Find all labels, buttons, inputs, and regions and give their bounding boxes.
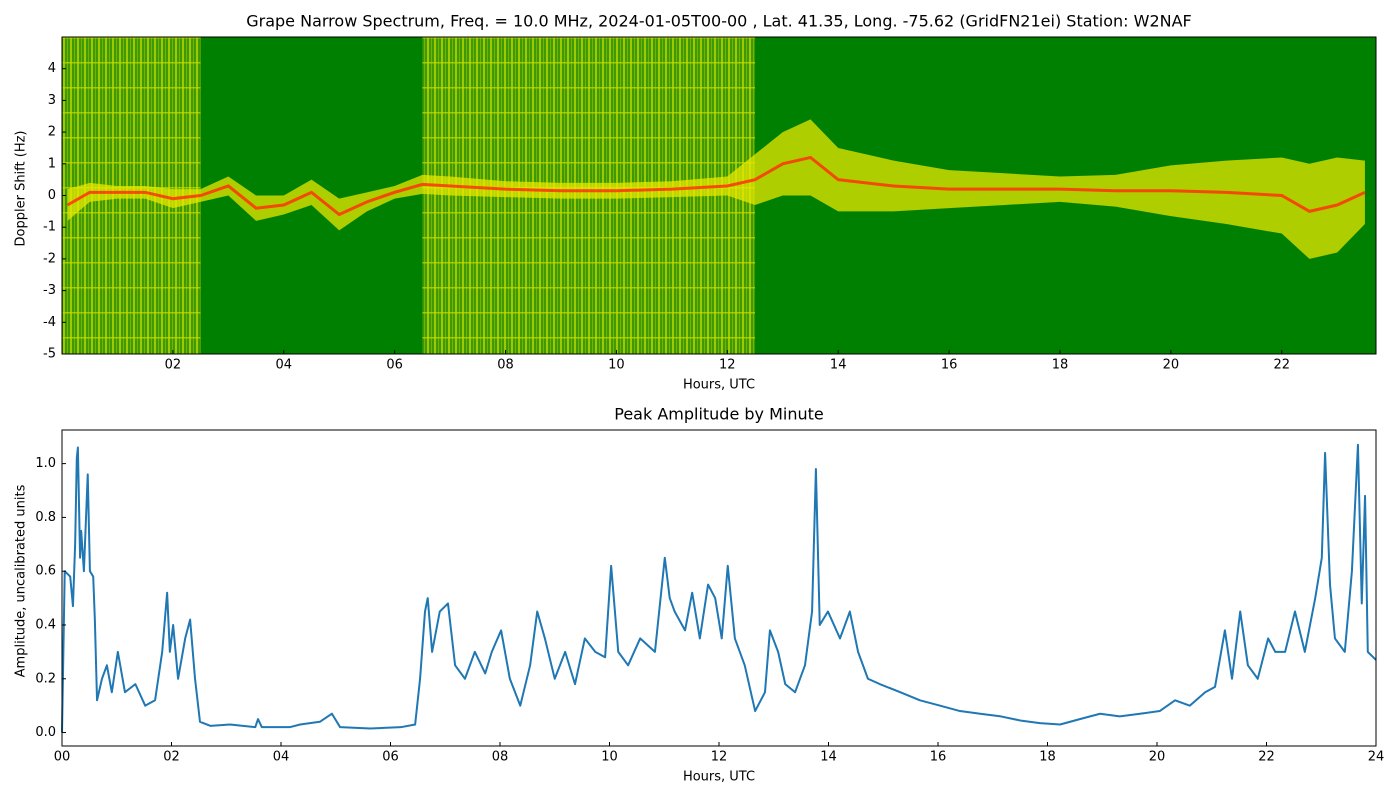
y-tick-label: 0.0	[35, 725, 56, 740]
y-tick-label: 2	[48, 125, 56, 140]
x-tick-label: 18	[1039, 750, 1056, 765]
y-tick-label: -3	[43, 283, 56, 298]
x-tick-label: 08	[497, 358, 514, 373]
doppler-spread	[67, 119, 1365, 259]
x-tick-label: 04	[273, 750, 290, 765]
x-tick-label: 20	[1163, 358, 1180, 373]
x-tick-label: 18	[1052, 358, 1069, 373]
x-tick-label: 24	[1368, 750, 1385, 765]
y-tick-label: 1.0	[35, 456, 56, 471]
y-tick-label: -4	[43, 315, 56, 330]
x-tick-label: 16	[930, 750, 947, 765]
x-tick-label: 00	[54, 750, 71, 765]
x-tick-label: 12	[719, 358, 736, 373]
x-tick-label: 10	[601, 750, 618, 765]
x-tick-label: 02	[165, 358, 182, 373]
x-tick-label: 22	[1258, 750, 1275, 765]
x-tick-label: 14	[820, 750, 837, 765]
plot-frame	[61, 429, 1377, 747]
doppler-trace	[66, 155, 1366, 217]
x-tick-label: 20	[1149, 750, 1166, 765]
x-tick-label: 10	[608, 358, 625, 373]
chart-title: Grape Narrow Spectrum, Freq. = 10.0 MHz,…	[246, 12, 1192, 31]
y-tick-label: 0.2	[35, 671, 56, 686]
x-tick-label: 04	[275, 358, 292, 373]
x-tick-label: 22	[1273, 358, 1290, 373]
y-tick-label: 1	[48, 156, 56, 171]
x-tick-label: 16	[941, 358, 958, 373]
y-tick-label: -5	[43, 347, 56, 362]
y-tick-label: 4	[48, 61, 56, 76]
y-tick-label: 0.6	[35, 564, 56, 579]
x-tick-label: 06	[386, 358, 403, 373]
x-axis-label: Hours, UTC	[683, 378, 755, 393]
y-tick-label: 0	[48, 188, 56, 203]
x-axis-label: Hours, UTC	[683, 770, 755, 785]
x-tick-label: 08	[492, 750, 509, 765]
x-tick-label: 06	[382, 750, 399, 765]
x-tick-label: 14	[830, 358, 847, 373]
y-axis-label: Doppler Shift (Hz)	[14, 131, 29, 247]
chart-title: Peak Amplitude by Minute	[614, 405, 824, 424]
y-tick-label: -2	[43, 251, 56, 266]
x-tick-label: 02	[163, 750, 180, 765]
y-axis-label: Amplitude, uncalibrated units	[14, 484, 29, 677]
y-tick-label: 0.8	[35, 510, 56, 525]
x-tick-label: 12	[711, 750, 728, 765]
y-tick-label: -1	[43, 220, 56, 235]
amplitude-line	[61, 443, 1377, 733]
y-tick-label: 3	[48, 93, 56, 108]
y-tick-label: 0.4	[35, 617, 56, 632]
